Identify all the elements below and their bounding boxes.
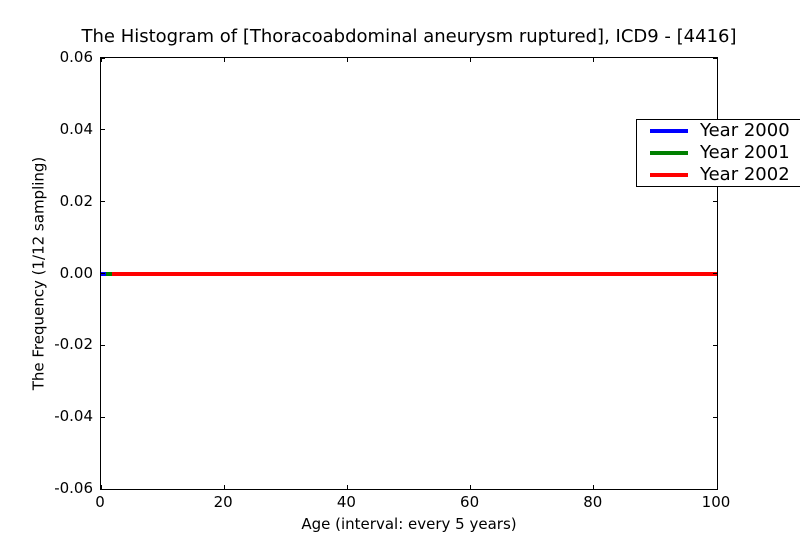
y-tick: [713, 201, 717, 203]
legend-label: Year 2002: [700, 164, 790, 185]
x-tick: [100, 485, 102, 489]
y-tick-label: 0.06: [59, 48, 93, 66]
legend-line-swatch: [650, 151, 688, 155]
legend: Year 2000 Year 2001 Year 2002: [636, 119, 800, 187]
plot-area: Year 2000 Year 2001 Year 2002: [100, 57, 800, 490]
legend-label: Year 2001: [700, 142, 790, 163]
x-tick: [593, 58, 595, 62]
x-tick-label: 60: [460, 493, 480, 511]
x-tick-label: 40: [336, 493, 356, 511]
x-tick: [223, 58, 225, 62]
legend-label: Year 2000: [700, 120, 790, 141]
x-tick-label: 80: [583, 493, 603, 511]
legend-item: Year 2001: [637, 142, 800, 164]
y-tick: [713, 273, 717, 274]
x-tick: [346, 485, 348, 489]
y-tick: [101, 344, 105, 346]
y-tick-label: 0.02: [59, 191, 93, 210]
y-tick-label: 0.04: [59, 119, 93, 138]
y-tick-label: -0.06: [54, 479, 93, 497]
y-tick: [101, 129, 105, 131]
x-tick: [223, 485, 225, 489]
x-tick-label: 100: [701, 493, 731, 511]
y-tick-label: 0.00: [59, 263, 93, 282]
x-tick: [716, 58, 718, 62]
legend-line-swatch: [650, 129, 688, 133]
x-tick: [100, 58, 102, 62]
chart-title: The Histogram of [Thoracoabdominal aneur…: [81, 26, 737, 47]
x-tick: [470, 58, 472, 62]
y-tick: [101, 201, 105, 203]
x-tick: [593, 485, 595, 489]
legend-line-swatch: [650, 173, 688, 177]
y-tick-label: -0.02: [54, 335, 93, 354]
x-tick: [716, 485, 718, 489]
x-tick: [346, 58, 348, 62]
y-tick: [713, 488, 717, 490]
y-tick: [713, 344, 717, 346]
y-tick: [713, 57, 717, 59]
y-tick: [101, 57, 105, 59]
y-tick: [101, 273, 105, 274]
y-tick: [713, 416, 717, 418]
x-axis-label: Age (interval: every 5 years): [301, 515, 517, 533]
x-tick-label: 20: [213, 493, 233, 511]
y-tick: [101, 416, 105, 418]
legend-item: Year 2000: [637, 120, 800, 142]
x-tick: [470, 485, 472, 489]
series-line-3: [111, 271, 717, 276]
y-tick-label: -0.04: [54, 407, 93, 426]
x-tick-label: 0: [95, 493, 105, 511]
legend-item: Year 2002: [637, 164, 800, 186]
y-tick: [101, 488, 105, 490]
